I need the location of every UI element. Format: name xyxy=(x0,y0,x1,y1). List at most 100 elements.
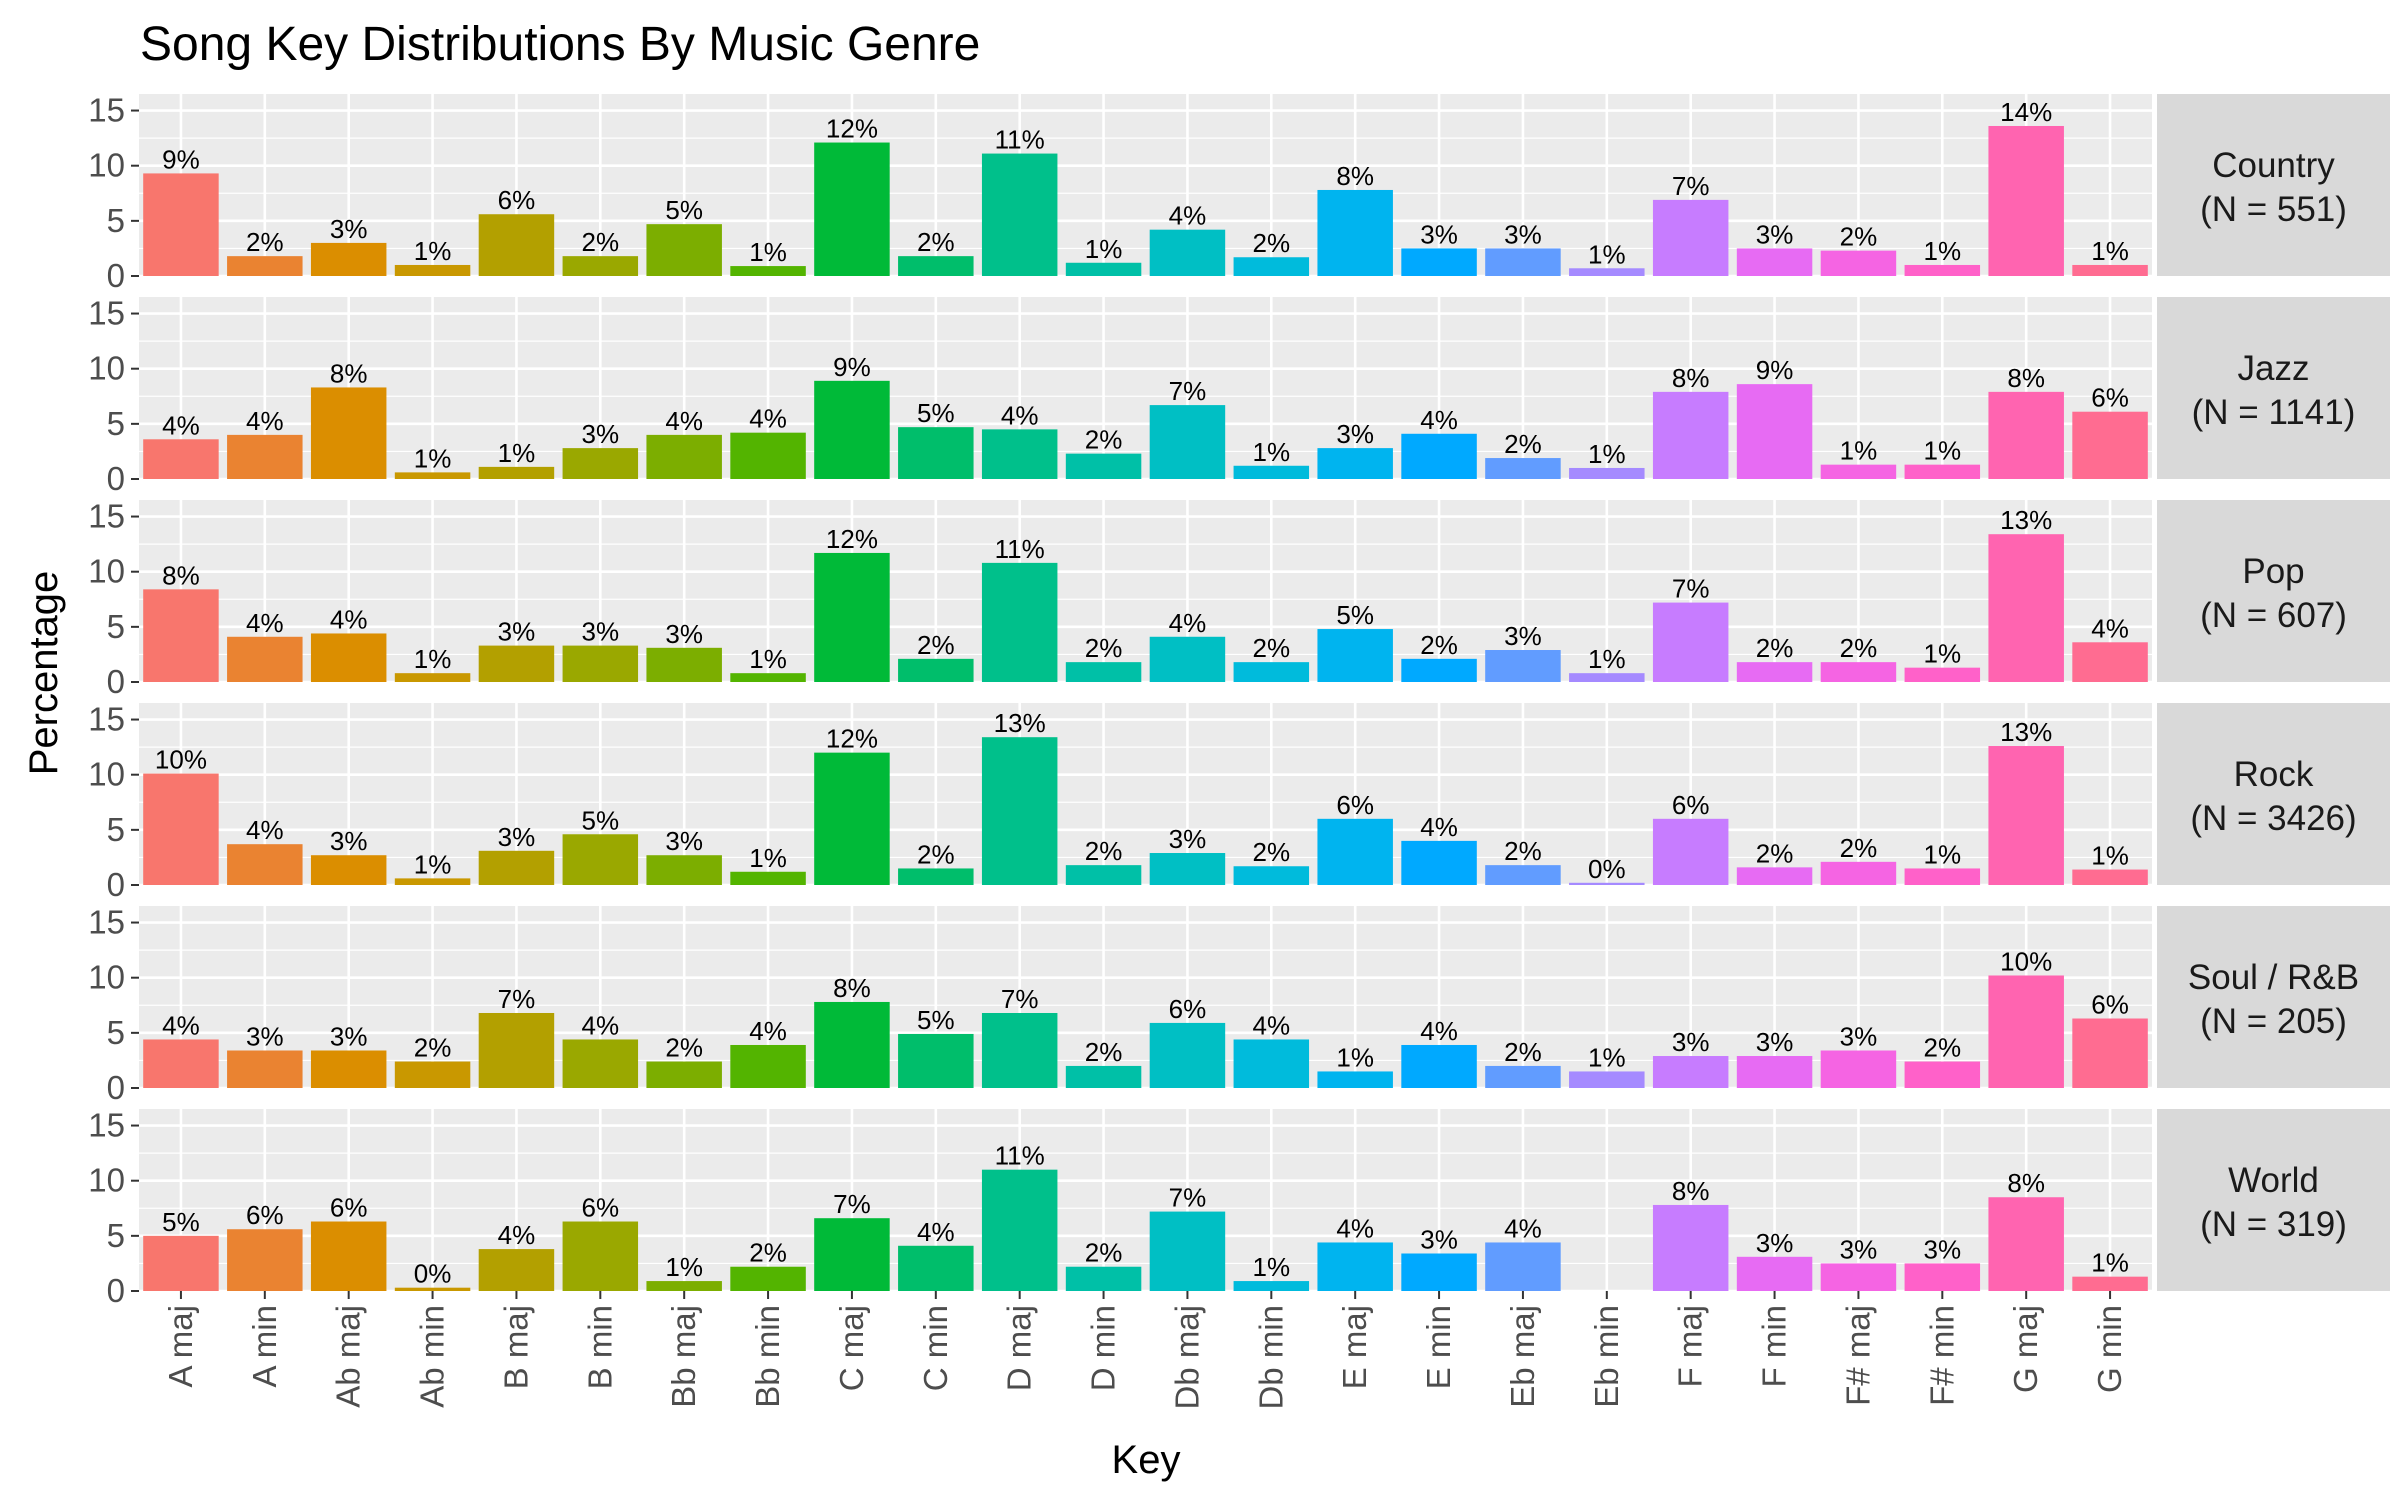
x-tick-label: F# maj xyxy=(1839,1305,1876,1406)
bar-pop-b-maj xyxy=(478,645,555,682)
bar-rock-c-min xyxy=(898,868,974,885)
bar-rock-db-maj xyxy=(1149,853,1226,885)
bar-country-eb-min xyxy=(1569,268,1645,276)
facet-strip xyxy=(2157,1109,2390,1291)
data-label: 3% xyxy=(1336,419,1374,449)
bar-world-d-min xyxy=(1065,1266,1142,1291)
data-label: 7% xyxy=(1169,376,1207,406)
data-label: 4% xyxy=(2091,613,2129,643)
bar-pop-a-min xyxy=(227,636,303,682)
bar-soul-randb-d-min xyxy=(1065,1065,1142,1088)
facet-strip-genre: World xyxy=(2228,1161,2319,1200)
bar-pop-f-maj xyxy=(1652,602,1729,682)
data-label: 4% xyxy=(1420,1016,1458,1046)
bar-jazz-bb-min xyxy=(730,432,806,479)
bar-jazz-ab-min xyxy=(394,472,471,479)
bar-rock-b-maj xyxy=(478,850,555,885)
bar-rock-eb-min xyxy=(1569,882,1645,885)
bar-world-b-min xyxy=(562,1221,639,1291)
data-label: 3% xyxy=(1756,1027,1794,1057)
data-label: 0% xyxy=(414,1259,452,1289)
x-tick-label: C min xyxy=(917,1305,954,1391)
data-label: 8% xyxy=(1672,1176,1710,1206)
panel-background xyxy=(139,906,2152,1088)
bar-country-g-min xyxy=(2072,264,2148,276)
bar-country-f-sharp-min xyxy=(1904,264,1981,276)
data-label: 4% xyxy=(1253,1010,1291,1040)
bar-rock-d-maj xyxy=(981,737,1058,885)
x-tick-label: B min xyxy=(581,1305,618,1389)
data-label: 4% xyxy=(665,406,703,436)
x-tick-label: Ab min xyxy=(414,1305,451,1408)
bar-jazz-f-min xyxy=(1736,384,1813,479)
data-label: 8% xyxy=(1336,161,1374,191)
x-tick-label: D min xyxy=(1085,1305,1122,1391)
facet-strip xyxy=(2157,500,2390,682)
data-label: 2% xyxy=(1504,429,1542,459)
x-tick-label: F maj xyxy=(1672,1305,1709,1388)
data-label: 2% xyxy=(1840,633,1878,663)
data-label: 8% xyxy=(833,973,871,1003)
bar-pop-bb-maj xyxy=(646,647,722,682)
bar-soul-randb-c-min xyxy=(898,1033,974,1088)
data-label: 1% xyxy=(1588,239,1626,269)
bar-world-g-min xyxy=(2072,1276,2148,1291)
data-label: 3% xyxy=(1504,621,1542,651)
bar-rock-ab-maj xyxy=(310,855,387,885)
bar-soul-randb-b-maj xyxy=(478,1012,555,1088)
bar-soul-randb-a-maj xyxy=(143,1039,219,1088)
facet-strip-count: (N = 1141) xyxy=(2192,393,2356,432)
bar-soul-randb-e-maj xyxy=(1317,1071,1393,1088)
bar-jazz-d-maj xyxy=(981,429,1058,479)
bar-jazz-c-min xyxy=(898,427,974,479)
bar-pop-ab-min xyxy=(394,673,471,682)
bar-rock-g-min xyxy=(2072,869,2148,885)
y-tick-label: 0 xyxy=(107,866,125,903)
bar-world-db-min xyxy=(1233,1281,1310,1291)
y-tick-label: 5 xyxy=(107,405,125,442)
data-label: 3% xyxy=(1504,219,1542,249)
x-tick-label: Bb min xyxy=(749,1305,786,1408)
bar-country-a-min xyxy=(227,256,303,276)
bar-pop-g-maj xyxy=(1988,534,2064,682)
bar-jazz-g-maj xyxy=(1988,391,2064,479)
bar-country-bb-min xyxy=(730,266,806,276)
data-label: 8% xyxy=(2007,1168,2045,1198)
data-label: 2% xyxy=(1085,633,1123,663)
data-label: 2% xyxy=(1253,228,1291,258)
y-tick-label: 5 xyxy=(107,202,125,239)
data-label: 2% xyxy=(1085,836,1123,866)
data-label: 2% xyxy=(1840,222,1878,252)
bar-soul-randb-f-sharp-min xyxy=(1904,1061,1981,1088)
data-label: 4% xyxy=(582,1010,620,1040)
bar-pop-f-min xyxy=(1736,662,1813,682)
data-label: 4% xyxy=(1504,1213,1542,1243)
panel-soul-randb: 0 5 10 15 4% 3% 3% 2% 7% 4% 2% 4% 8% 5% 7% 2% 6% 4% 1% 4% 2%… xyxy=(88,904,2390,1106)
panel-background xyxy=(139,94,2152,276)
x-tick-label: A maj xyxy=(162,1305,199,1388)
bar-pop-eb-maj xyxy=(1485,650,1561,682)
bar-world-bb-min xyxy=(730,1266,806,1291)
bar-soul-randb-db-min xyxy=(1233,1039,1310,1088)
y-tick-label: 10 xyxy=(88,350,125,387)
data-label: 2% xyxy=(665,1033,703,1063)
y-axis-title: Percentage xyxy=(22,571,66,776)
bar-soul-randb-db-maj xyxy=(1149,1022,1226,1088)
data-label: 1% xyxy=(749,843,787,873)
data-label: 7% xyxy=(498,984,536,1014)
data-label: 3% xyxy=(665,826,703,856)
data-label: 0% xyxy=(1588,854,1626,884)
data-label: 4% xyxy=(1420,405,1458,435)
facet-strip-genre: Pop xyxy=(2242,552,2304,591)
bar-country-eb-maj xyxy=(1485,248,1561,276)
x-tick-label: F# min xyxy=(1923,1305,1960,1406)
data-label: 1% xyxy=(1588,1042,1626,1072)
bar-jazz-g-min xyxy=(2072,411,2148,479)
bar-soul-randb-bb-min xyxy=(730,1044,806,1088)
facet-strip-count: (N = 205) xyxy=(2200,1002,2347,1041)
data-label: 2% xyxy=(1756,633,1794,663)
bar-world-db-maj xyxy=(1149,1211,1226,1291)
data-label: 13% xyxy=(2000,717,2052,747)
bar-soul-randb-eb-maj xyxy=(1485,1065,1561,1088)
data-label: 4% xyxy=(162,1010,200,1040)
